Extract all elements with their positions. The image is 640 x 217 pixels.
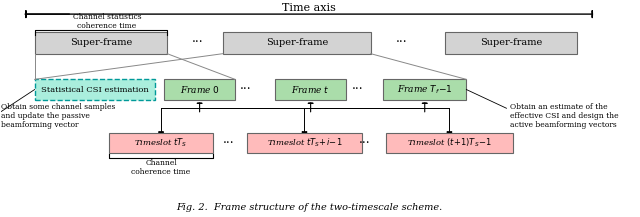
Text: Time axis: Time axis [282,3,336,13]
Text: ···: ··· [192,36,204,49]
FancyBboxPatch shape [386,133,513,153]
Text: Super-frame: Super-frame [266,38,328,48]
Text: Statistical CSI estimation: Statistical CSI estimation [41,85,148,94]
Text: Channel statistics
coherence time: Channel statistics coherence time [73,13,141,30]
FancyBboxPatch shape [35,79,155,100]
Text: Super-frame: Super-frame [480,38,542,48]
Text: Frame $0$: Frame $0$ [180,84,220,95]
FancyBboxPatch shape [164,79,235,100]
FancyBboxPatch shape [223,32,371,54]
Text: ···: ··· [359,136,371,150]
Text: Timeslot $tT_S$: Timeslot $tT_S$ [134,137,188,149]
Text: ···: ··· [396,36,408,49]
Text: Obtain an estimate of the
effective CSI and design the
active beamforming vector: Obtain an estimate of the effective CSI … [509,103,618,129]
Text: Frame $t$: Frame $t$ [291,84,330,95]
Text: Super-frame: Super-frame [70,38,132,48]
FancyBboxPatch shape [35,32,167,54]
Text: Timeslot $tT_S\!+\!i\!-\!1$: Timeslot $tT_S\!+\!i\!-\!1$ [267,137,342,149]
Text: ···: ··· [351,83,363,96]
Text: Timeslot $(t\!+\!1)T_S\!-\!1$: Timeslot $(t\!+\!1)T_S\!-\!1$ [407,137,492,149]
FancyBboxPatch shape [383,79,467,100]
Text: Obtain some channel samples
and update the passive
beamforming vector: Obtain some channel samples and update t… [1,103,115,129]
FancyBboxPatch shape [275,79,346,100]
FancyBboxPatch shape [248,133,362,153]
Text: ···: ··· [241,83,252,96]
Text: ···: ··· [223,136,235,150]
Text: Channel
coherence time: Channel coherence time [131,159,191,176]
Text: Fig. 2.  Frame structure of the two-timescale scheme.: Fig. 2. Frame structure of the two-times… [176,203,442,212]
Text: Frame $T_f\!-\!1$: Frame $T_f\!-\!1$ [397,83,452,96]
FancyBboxPatch shape [109,133,214,153]
FancyBboxPatch shape [445,32,577,54]
